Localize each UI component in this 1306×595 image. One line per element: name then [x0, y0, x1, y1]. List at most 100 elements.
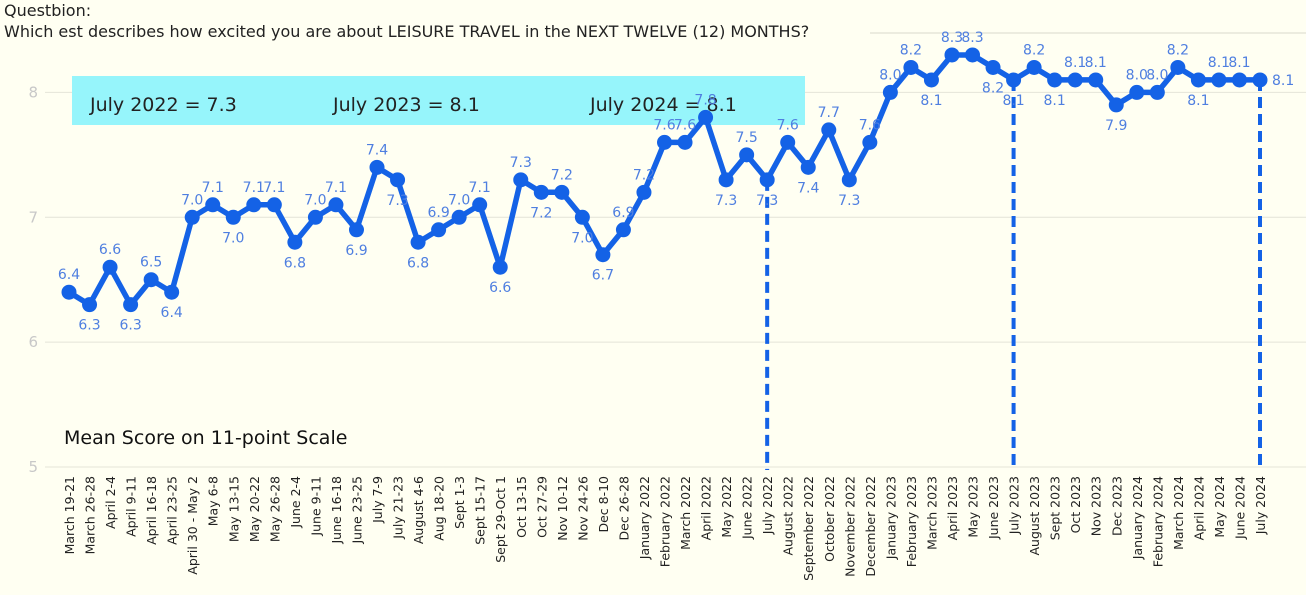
data-label: 7.8 — [694, 92, 716, 108]
data-point — [1026, 59, 1042, 75]
x-tick-label: Aug 18-20 — [432, 476, 447, 541]
y-tick-label: 8 — [28, 83, 38, 101]
data-label: 7.2 — [530, 205, 552, 221]
data-point — [451, 209, 467, 225]
x-tick-label: July 2022 — [760, 476, 775, 535]
data-label: 7.7 — [818, 105, 840, 121]
data-label: 6.7 — [592, 268, 614, 284]
data-label: 6.9 — [345, 243, 367, 259]
data-point — [472, 197, 488, 213]
x-tick-label: July 7-9 — [370, 476, 385, 524]
x-tick-label: April 30 - May 2 — [185, 476, 200, 575]
x-tick-label: Nov 2023 — [1089, 476, 1104, 536]
x-tick-label: Dec 8-10 — [596, 476, 611, 533]
data-label: 7.1 — [202, 180, 224, 196]
data-label: 7.6 — [653, 117, 675, 133]
data-point — [205, 197, 221, 213]
data-label: 7.6 — [859, 117, 881, 133]
data-point — [985, 59, 1001, 75]
data-point — [965, 47, 981, 63]
data-point — [554, 184, 570, 200]
x-tick-label: July 2023 — [1007, 476, 1022, 535]
data-point — [307, 209, 323, 225]
x-tick-label: April 2-4 — [103, 476, 118, 529]
x-tick-label: May 13-15 — [226, 476, 241, 542]
data-point — [287, 234, 303, 250]
data-point — [903, 59, 919, 75]
data-label: 7.6 — [674, 117, 696, 133]
highlight-item: July 2024 = 8.1 — [589, 94, 737, 116]
data-label: 6.8 — [284, 255, 306, 271]
data-point — [513, 172, 529, 188]
data-label: 6.4 — [58, 267, 80, 283]
data-label: 7.5 — [736, 130, 758, 146]
x-tick-label: April 23-25 — [165, 476, 180, 545]
x-tick-label: Oct 13-15 — [514, 476, 529, 538]
data-label: 8.1 — [1064, 55, 1086, 71]
data-point — [718, 172, 734, 188]
data-label: 7.3 — [386, 193, 408, 209]
x-tick-label: May 20-22 — [247, 476, 262, 542]
highlight-box — [72, 76, 805, 125]
x-tick-label: August 4-6 — [411, 476, 426, 544]
data-point — [595, 247, 611, 263]
data-label: 7.2 — [633, 167, 655, 183]
data-label: 8.3 — [941, 30, 963, 46]
data-point — [1006, 72, 1022, 88]
data-label: 7.4 — [366, 142, 388, 158]
x-tick-label: March 19-21 — [62, 476, 77, 554]
data-point — [698, 109, 714, 125]
data-point — [225, 209, 241, 225]
data-label: 6.6 — [489, 280, 511, 296]
data-point — [328, 197, 344, 213]
data-label: 8.3 — [961, 30, 983, 46]
data-label: 8.1 — [920, 93, 942, 109]
data-label: 8.2 — [982, 80, 1004, 96]
x-tick-label: June 2022 — [740, 476, 755, 540]
highlight-item: July 2023 = 8.1 — [332, 94, 480, 116]
x-tick-label: Sept 15-17 — [473, 476, 488, 545]
data-label: 6.5 — [140, 255, 162, 271]
x-tick-label: February 2024 — [1150, 476, 1165, 567]
data-label: 7.0 — [448, 192, 470, 208]
x-tick-label: March 26-28 — [83, 476, 98, 554]
data-point — [944, 47, 960, 63]
x-tick-label: June 9-11 — [308, 476, 323, 537]
data-label: 8.1 — [1187, 93, 1209, 109]
x-tick-label: Oct 27-29 — [534, 476, 549, 538]
x-tick-label: November 2022 — [842, 476, 857, 577]
x-tick-label: April 2024 — [1191, 476, 1206, 540]
x-tick-label: July 21-23 — [391, 476, 406, 540]
x-tick-label: March 2023 — [924, 476, 939, 550]
x-tick-label: April 2022 — [699, 476, 714, 540]
x-tick-label: Sept 2023 — [1048, 476, 1063, 540]
x-tick-label: October 2022 — [822, 476, 837, 562]
x-tick-label: February 2023 — [904, 476, 919, 567]
data-label: 8.0 — [1126, 67, 1148, 83]
data-label: 6.3 — [119, 318, 141, 334]
data-label: 7.3 — [756, 193, 778, 209]
data-label: 8.1 — [1002, 93, 1024, 109]
data-point — [657, 134, 672, 150]
data-label: 8.2 — [1167, 42, 1189, 58]
data-point — [862, 134, 878, 150]
data-label: 7.3 — [510, 155, 532, 171]
x-tick-label: February 2022 — [658, 476, 673, 567]
data-label: 8.0 — [879, 67, 901, 83]
x-tick-label: Sept 1-3 — [452, 476, 467, 529]
data-point — [1067, 72, 1083, 88]
data-point — [1252, 72, 1268, 88]
data-label: 7.2 — [551, 167, 573, 183]
x-tick-label: Nov 24-26 — [575, 476, 590, 541]
y-tick-label: 5 — [28, 458, 38, 476]
data-label: 6.3 — [78, 318, 100, 334]
data-point — [821, 122, 837, 138]
data-label: 7.3 — [838, 193, 860, 209]
data-point — [636, 184, 652, 200]
data-point — [410, 234, 426, 250]
data-label: 7.1 — [469, 180, 491, 196]
data-label: 6.9 — [612, 205, 634, 221]
data-point — [677, 134, 693, 150]
data-label: 8.2 — [900, 42, 922, 58]
x-tick-label: April 16-18 — [144, 476, 159, 545]
